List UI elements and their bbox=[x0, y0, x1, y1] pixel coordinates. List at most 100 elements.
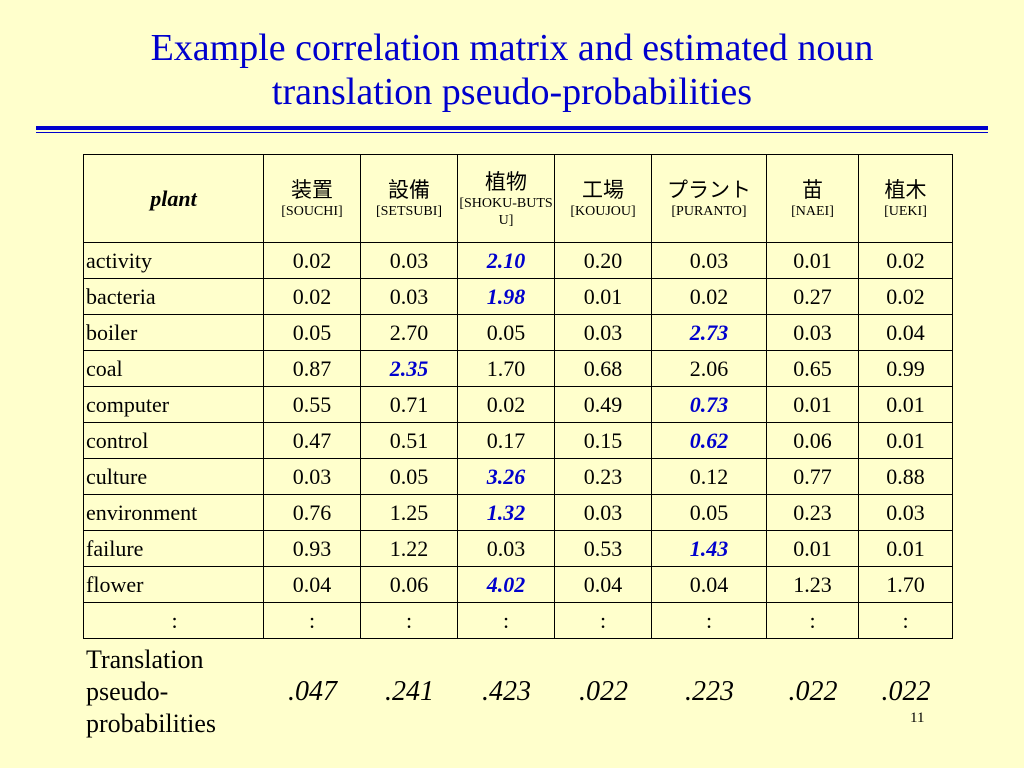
column-header: 植物 [SHOKU-BUTSU] bbox=[457, 154, 555, 243]
value-cell: 0.51 bbox=[360, 422, 458, 459]
row-word: flower bbox=[83, 566, 264, 603]
value-cell: 0.05 bbox=[263, 314, 361, 351]
row-word: bacteria bbox=[83, 278, 264, 315]
value-cell: 0.01 bbox=[554, 278, 652, 315]
correlation-matrix-table: plant 装置 [SOUCHI] 設備 [SETSUBI] 植物 [SHOKU-BU… bbox=[83, 154, 953, 639]
column-header-jp: プラント bbox=[667, 178, 751, 202]
column-header-jp: 装置 bbox=[291, 178, 333, 202]
value-cell: : bbox=[858, 602, 953, 639]
row-word: boiler bbox=[83, 314, 264, 351]
row-word: activity bbox=[83, 242, 264, 279]
value-cell: 0.06 bbox=[766, 422, 859, 459]
value-cell: 0.03 bbox=[457, 530, 555, 567]
column-header-jp: 工場 bbox=[582, 178, 624, 202]
value-cell: 0.03 bbox=[766, 314, 859, 351]
title-line-1: Example correlation matrix and estimated… bbox=[150, 27, 874, 69]
translation-probability: .223 bbox=[685, 676, 734, 707]
row-word: computer bbox=[83, 386, 264, 423]
row-word: culture bbox=[83, 458, 264, 495]
value-cell: 1.23 bbox=[766, 566, 859, 603]
value-cell: 0.77 bbox=[766, 458, 859, 495]
matrix-body: activity 0.02 0.03 2.10 0.20 0.03 0.01 0.02 bact… bbox=[83, 242, 953, 639]
value-cell: 0.01 bbox=[858, 386, 953, 423]
value-cell: 0.04 bbox=[651, 566, 767, 603]
value-cell: 0.02 bbox=[457, 386, 555, 423]
value-cell: 0.01 bbox=[858, 530, 953, 567]
highlighted-value-cell: 1.98 bbox=[457, 278, 555, 315]
row-word: failure bbox=[83, 530, 264, 567]
value-cell: 0.03 bbox=[858, 494, 953, 531]
title-rule-thick bbox=[36, 126, 988, 130]
highlighted-value-cell: 2.73 bbox=[651, 314, 767, 351]
value-cell: 0.05 bbox=[651, 494, 767, 531]
value-cell: 1.25 bbox=[360, 494, 458, 531]
table-row: flower 0.04 0.06 4.02 0.04 0.04 1.23 1.70 bbox=[83, 566, 953, 603]
value-cell: 0.03 bbox=[360, 278, 458, 315]
value-cell: 0.02 bbox=[263, 242, 361, 279]
translation-probability: .022 bbox=[788, 676, 838, 707]
value-cell: 0.17 bbox=[457, 422, 555, 459]
corner-header-plant: plant bbox=[83, 154, 264, 243]
table-row: failure 0.93 1.22 0.03 0.53 1.43 0.01 0.01 bbox=[83, 530, 953, 567]
value-cell: 1.70 bbox=[858, 566, 953, 603]
slide-number: 11 bbox=[910, 710, 925, 726]
value-cell: 0.02 bbox=[858, 242, 953, 279]
translation-probability: .022 bbox=[881, 676, 931, 707]
highlighted-value-cell: 0.62 bbox=[651, 422, 767, 459]
title-rule-thin bbox=[36, 132, 988, 133]
header-row: plant 装置 [SOUCHI] 設備 [SETSUBI] 植物 [SHOKU-BU… bbox=[83, 154, 953, 243]
column-header: 設備 [SETSUBI] bbox=[360, 154, 458, 243]
value-cell: 0.01 bbox=[858, 422, 953, 459]
value-cell: 0.01 bbox=[766, 242, 859, 279]
slide-title: Example correlation matrix and estimated… bbox=[0, 26, 1024, 114]
value-cell: : bbox=[360, 602, 458, 639]
value-cell: 0.06 bbox=[360, 566, 458, 603]
column-header-romaji: [SHOKU-BUTSU] bbox=[459, 195, 553, 228]
value-cell: 0.20 bbox=[554, 242, 652, 279]
value-cell: : bbox=[554, 602, 652, 639]
column-header-romaji: [KOUJOU] bbox=[570, 204, 636, 219]
value-cell: 0.55 bbox=[263, 386, 361, 423]
value-cell: 0.71 bbox=[360, 386, 458, 423]
translation-label-line-1: Translation bbox=[86, 645, 204, 674]
column-header-romaji: [UEKI] bbox=[884, 204, 927, 219]
column-header: 苗 [NAEI] bbox=[766, 154, 859, 243]
value-cell: 0.03 bbox=[651, 242, 767, 279]
value-cell: 0.03 bbox=[554, 314, 652, 351]
value-cell: : bbox=[457, 602, 555, 639]
value-cell: : bbox=[263, 602, 361, 639]
value-cell: 0.02 bbox=[263, 278, 361, 315]
column-header: 工場 [KOUJOU] bbox=[554, 154, 652, 243]
column-header-jp: 植木 bbox=[884, 178, 927, 202]
value-cell: 0.99 bbox=[858, 350, 953, 387]
column-header: 装置 [SOUCHI] bbox=[263, 154, 361, 243]
value-cell: 2.06 bbox=[651, 350, 767, 387]
highlighted-value-cell: 1.43 bbox=[651, 530, 767, 567]
highlighted-value-cell: 3.26 bbox=[457, 458, 555, 495]
table-row: boiler 0.05 2.70 0.05 0.03 2.73 0.03 0.04 bbox=[83, 314, 953, 351]
translation-label-line-3: probabilities bbox=[86, 709, 216, 738]
value-cell: 0.27 bbox=[766, 278, 859, 315]
row-word: control bbox=[83, 422, 264, 459]
value-cell: 2.70 bbox=[360, 314, 458, 351]
value-cell: 0.87 bbox=[263, 350, 361, 387]
value-cell: : bbox=[766, 602, 859, 639]
value-cell: 0.03 bbox=[263, 458, 361, 495]
table-row: activity 0.02 0.03 2.10 0.20 0.03 0.01 0.02 bbox=[83, 242, 953, 279]
value-cell: 0.04 bbox=[554, 566, 652, 603]
value-cell: 1.22 bbox=[360, 530, 458, 567]
value-cell: 0.76 bbox=[263, 494, 361, 531]
translation-probability: .423 bbox=[482, 676, 531, 707]
value-cell: 0.15 bbox=[554, 422, 652, 459]
value-cell: 0.04 bbox=[263, 566, 361, 603]
column-header-jp: 設備 bbox=[388, 178, 430, 202]
value-cell: 0.68 bbox=[554, 350, 652, 387]
value-cell: 0.65 bbox=[766, 350, 859, 387]
value-cell: 0.49 bbox=[554, 386, 652, 423]
title-line-2: translation pseudo-probabilities bbox=[271, 71, 753, 113]
column-header-romaji: [SOUCHI] bbox=[281, 204, 343, 219]
translation-probability: .022 bbox=[579, 676, 628, 707]
row-word: coal bbox=[83, 350, 264, 387]
value-cell: 0.05 bbox=[360, 458, 458, 495]
value-cell: 0.88 bbox=[858, 458, 953, 495]
